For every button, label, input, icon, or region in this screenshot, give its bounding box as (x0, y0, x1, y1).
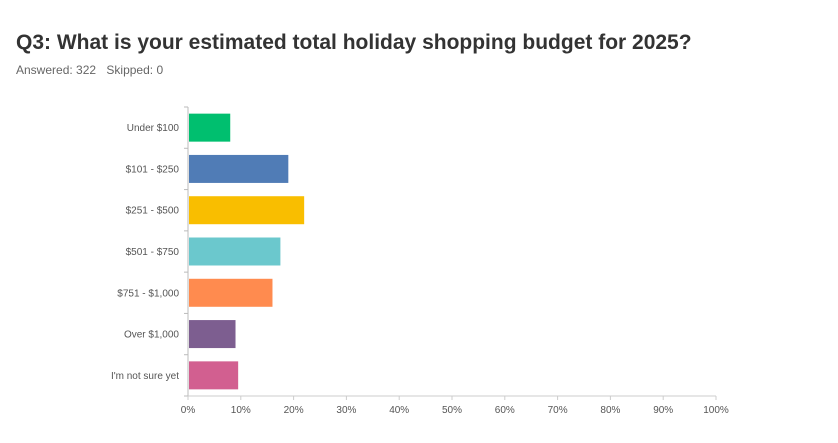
category-label: $251 - $500 (126, 206, 180, 217)
category-label: Under $100 (127, 123, 180, 134)
category-label: $751 - $1,000 (117, 288, 179, 299)
x-tick-label: 50% (442, 405, 462, 416)
bar (189, 237, 281, 266)
x-tick-label: 0% (181, 405, 196, 416)
x-tick-label: 60% (495, 405, 515, 416)
x-tick-label: 40% (389, 405, 409, 416)
bar (189, 320, 236, 349)
bar (189, 278, 273, 307)
bar (189, 361, 239, 390)
category-label: Over $1,000 (124, 330, 179, 341)
category-label: $501 - $750 (126, 247, 180, 258)
x-tick-label: 20% (284, 405, 304, 416)
skipped-count: Skipped: 0 (106, 63, 164, 77)
x-tick-label: 100% (703, 405, 729, 416)
x-tick-label: 90% (653, 405, 673, 416)
category-label: I'm not sure yet (111, 371, 179, 382)
response-summary: Answered: 322 Skipped: 0 (16, 63, 163, 77)
answered-count: Answered: 322 (16, 63, 97, 77)
bar (189, 154, 289, 183)
category-label: $101 - $250 (126, 164, 180, 175)
chart-title: Q3: What is your estimated total holiday… (16, 31, 692, 54)
bar (189, 113, 231, 142)
bar (189, 196, 305, 225)
x-tick-label: 70% (548, 405, 568, 416)
x-tick-label: 80% (600, 405, 620, 416)
x-tick-label: 30% (336, 405, 356, 416)
x-tick-label: 10% (231, 405, 251, 416)
